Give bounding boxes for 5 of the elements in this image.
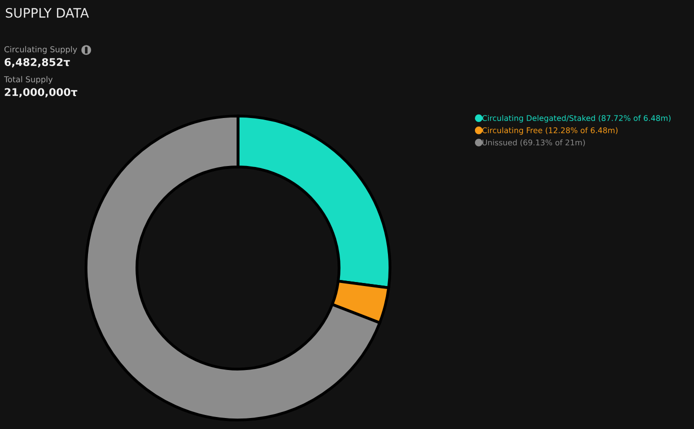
text: Total Supply xyxy=(4,76,53,84)
text: 6,482,852τ xyxy=(4,58,70,68)
chart-title: SUPPLY DATA xyxy=(6,8,89,18)
text: 21,000,000τ xyxy=(4,88,78,98)
text: Circulating Supply xyxy=(4,46,78,54)
